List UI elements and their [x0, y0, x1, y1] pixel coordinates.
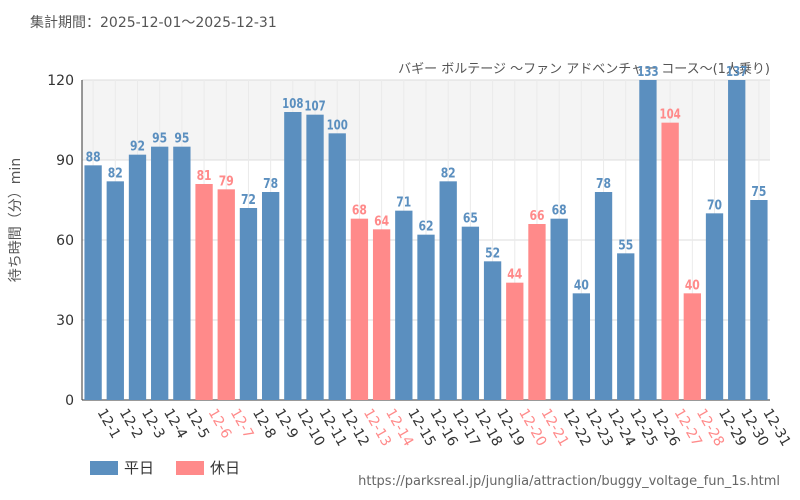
- bar-12-6: [195, 184, 213, 400]
- bar-12-3: [128, 154, 147, 400]
- bar-12-21: [528, 224, 546, 400]
- bar-12-14: [372, 229, 391, 400]
- data-label: 44: [507, 268, 522, 283]
- legend: 平日 休日: [90, 457, 240, 478]
- bar-12-5: [173, 146, 191, 400]
- data-label: 104: [659, 108, 680, 123]
- data-label: 72: [241, 193, 256, 208]
- bar-12-22: [550, 218, 568, 400]
- legend-label-weekday: 平日: [124, 459, 155, 477]
- data-label: 78: [596, 177, 611, 192]
- bar-12-26: [639, 80, 657, 400]
- bar-12-1: [84, 165, 102, 400]
- data-label: 79: [219, 174, 234, 189]
- bar-12-16: [417, 234, 435, 400]
- bar-12-8: [239, 208, 258, 400]
- data-label: 78: [263, 177, 278, 192]
- data-label: 55: [618, 238, 633, 253]
- data-label: 71: [396, 196, 411, 211]
- data-label: 75: [751, 185, 766, 200]
- bar-12-13: [350, 218, 369, 400]
- bar-12-25: [617, 253, 635, 400]
- bar-12-9: [261, 192, 280, 400]
- data-label: 65: [463, 212, 478, 227]
- data-label: 70: [707, 198, 722, 213]
- bar-12-31: [750, 200, 768, 400]
- bar-12-7: [217, 189, 235, 400]
- bar-12-30: [728, 80, 746, 400]
- data-label: 108: [282, 97, 303, 112]
- legend-item-holiday[interactable]: 休日: [176, 457, 240, 478]
- y-tick-label: 90: [56, 153, 74, 169]
- y-tick-label: 30: [56, 313, 74, 329]
- bar-12-18: [461, 226, 480, 400]
- legend-label-holiday: 休日: [210, 459, 241, 477]
- data-label: 66: [529, 209, 544, 224]
- legend-item-weekday[interactable]: 平日: [90, 457, 154, 478]
- bar-12-12: [328, 133, 346, 401]
- bar-12-28: [683, 293, 701, 400]
- chart-subtitle: バギー ボルテージ ～ファン アドベンチャー コース～(1人乗り): [398, 62, 770, 77]
- data-label: 52: [485, 246, 500, 261]
- data-label: 40: [685, 278, 700, 293]
- source-url[interactable]: https://parksreal.jp/junglia/attraction/…: [358, 474, 780, 489]
- bar-12-24: [594, 192, 613, 400]
- bar-12-4: [151, 146, 169, 400]
- y-tick-label: 0: [65, 393, 74, 409]
- data-label: 107: [304, 100, 325, 115]
- period-label: 集計期間：2025-12-01～2025-12-31: [30, 15, 277, 31]
- data-label: 82: [108, 166, 123, 181]
- y-tick-label: 120: [47, 73, 74, 89]
- data-label: 88: [86, 150, 101, 165]
- bar-12-27: [661, 122, 679, 401]
- data-label: 81: [197, 169, 212, 184]
- data-label: 40: [574, 278, 589, 293]
- legend-swatch-weekday: [90, 460, 118, 475]
- data-label: 133: [637, 65, 658, 80]
- data-label: 68: [552, 204, 567, 219]
- bar-12-20: [506, 282, 524, 400]
- y-tick-label: 60: [56, 233, 74, 249]
- bar-12-17: [439, 181, 457, 400]
- data-label: 95: [152, 132, 167, 147]
- data-label: 100: [327, 118, 348, 133]
- bar-12-2: [106, 181, 124, 400]
- legend-swatch-holiday: [176, 460, 205, 475]
- bar-12-19: [483, 261, 502, 400]
- data-label: 64: [374, 214, 389, 229]
- bar-12-15: [395, 210, 413, 400]
- data-label: 92: [130, 140, 145, 155]
- data-label: 82: [441, 166, 456, 181]
- bar-12-29: [705, 213, 724, 400]
- data-label: 95: [174, 132, 189, 147]
- bar-12-23: [572, 293, 591, 400]
- bar-12-10: [284, 112, 302, 400]
- data-label: 62: [419, 220, 434, 235]
- data-label: 68: [352, 204, 367, 219]
- data-label: 137: [726, 65, 747, 80]
- bar-12-11: [306, 114, 324, 401]
